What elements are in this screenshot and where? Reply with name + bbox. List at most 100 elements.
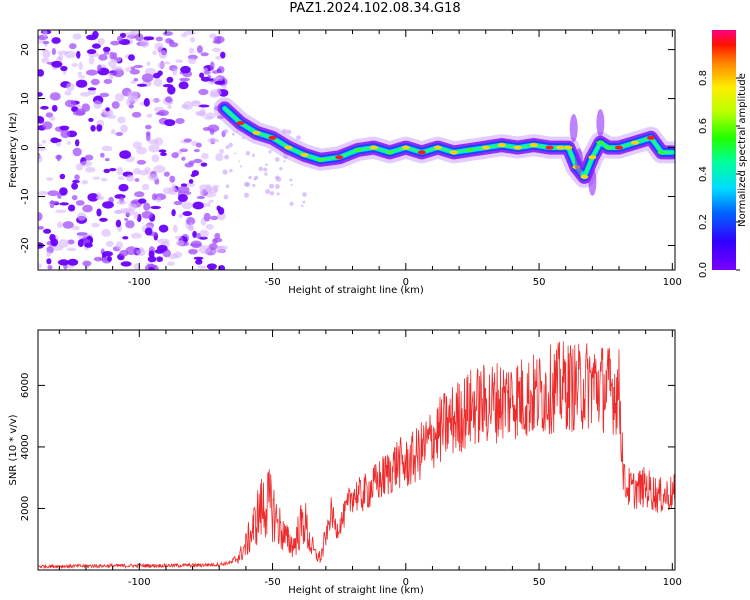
noise-blob bbox=[152, 72, 161, 79]
colorbar-label: Normalized spectral amplitude bbox=[737, 73, 748, 227]
noise-blob bbox=[75, 79, 88, 88]
noise-blob bbox=[97, 38, 105, 45]
noise-blob bbox=[130, 232, 142, 239]
ridge-hotspot bbox=[252, 130, 261, 135]
noise-blob bbox=[49, 200, 60, 205]
ridge-hotspot bbox=[497, 143, 506, 148]
colorbar-tick-label: 0.4 bbox=[698, 166, 709, 182]
noise-blob bbox=[171, 183, 176, 192]
noise-blob bbox=[164, 119, 176, 127]
noise-speck bbox=[283, 160, 286, 163]
noise-blob bbox=[105, 240, 114, 247]
noise-blob bbox=[212, 70, 219, 74]
noise-blob bbox=[158, 149, 167, 153]
noise-blob bbox=[178, 81, 189, 90]
noise-blob bbox=[127, 90, 139, 100]
noise-blob bbox=[86, 69, 98, 76]
noise-speck bbox=[225, 184, 230, 188]
noise-blob bbox=[108, 72, 114, 81]
noise-blob bbox=[216, 205, 222, 211]
noise-speck bbox=[289, 178, 293, 182]
noise-blob bbox=[141, 73, 154, 83]
noise-blob bbox=[133, 77, 139, 82]
colorbar: 0.0 0.2 0.4 0.6 0.8 Normalized spectral ampl… bbox=[698, 30, 748, 278]
noise-blob bbox=[60, 129, 71, 139]
noise-blob bbox=[51, 48, 57, 55]
noise-blob bbox=[62, 221, 74, 229]
ridge-hotspot bbox=[417, 150, 426, 155]
noise-blob bbox=[169, 175, 176, 183]
noise-blob bbox=[126, 98, 131, 106]
noise-blob bbox=[96, 208, 102, 217]
noise-blob bbox=[99, 217, 108, 222]
noise-blob bbox=[111, 101, 120, 109]
noise-blob bbox=[72, 147, 82, 157]
noise-blob bbox=[221, 84, 227, 89]
noise-blob bbox=[92, 30, 99, 39]
noise-blob bbox=[92, 176, 101, 180]
noise-blob bbox=[195, 110, 206, 116]
noise-blob bbox=[153, 165, 166, 173]
noise-blob bbox=[165, 96, 173, 103]
noise-blob bbox=[56, 154, 61, 162]
noise-blob bbox=[172, 224, 178, 233]
noise-speck bbox=[296, 135, 301, 141]
noise-blob bbox=[201, 152, 209, 160]
noise-blob bbox=[104, 158, 110, 162]
noise-blob bbox=[42, 121, 53, 130]
noise-blob bbox=[57, 259, 70, 266]
noise-blob bbox=[162, 84, 173, 88]
noise-blob bbox=[160, 152, 167, 157]
noise-blob bbox=[133, 64, 144, 69]
noise-blob bbox=[101, 177, 108, 182]
noise-blob bbox=[125, 67, 130, 72]
noise-blob bbox=[183, 138, 192, 143]
noise-blob bbox=[126, 174, 135, 182]
noise-blob bbox=[134, 191, 145, 198]
noise-blob bbox=[108, 60, 117, 68]
noise-blob bbox=[40, 105, 49, 110]
noise-blob bbox=[59, 187, 68, 196]
noise-blob bbox=[211, 250, 217, 254]
noise-blob bbox=[93, 100, 102, 109]
noise-blob bbox=[196, 232, 201, 239]
noise-blob bbox=[152, 98, 161, 103]
noise-speck bbox=[274, 175, 280, 181]
noise-blob bbox=[207, 138, 219, 143]
noise-blob bbox=[173, 251, 183, 258]
snr-x-tick-label: 50 bbox=[533, 577, 546, 588]
noise-blob bbox=[190, 240, 202, 249]
noise-blob bbox=[209, 89, 222, 97]
noise-blob bbox=[158, 224, 169, 233]
ridge-hotspot bbox=[433, 145, 442, 150]
noise-blob bbox=[141, 211, 153, 219]
noise-blob bbox=[110, 40, 121, 46]
noise-blob bbox=[190, 173, 196, 177]
spectrogram-x-tick-label: 0 bbox=[403, 277, 409, 288]
noise-blob bbox=[90, 78, 100, 86]
ridge-hotspot bbox=[449, 150, 458, 155]
noise-blob bbox=[67, 239, 75, 245]
spectrogram-x-ticks: -100 -50 0 50 100 bbox=[58, 30, 682, 288]
noise-blob bbox=[101, 145, 113, 152]
noise-blob bbox=[144, 67, 156, 76]
spectrogram-x-tick-label: 100 bbox=[663, 277, 682, 288]
ridge-hotspot bbox=[316, 157, 325, 162]
noise-blob bbox=[109, 51, 115, 60]
noise-blob bbox=[58, 239, 69, 248]
colorbar-tick-label: 0.0 bbox=[698, 262, 709, 278]
noise-blob bbox=[178, 213, 183, 219]
ridge-hotspot bbox=[631, 140, 639, 145]
noise-blob bbox=[125, 220, 135, 229]
noise-blob bbox=[91, 43, 101, 49]
noise-blob bbox=[117, 116, 126, 124]
noise-blob bbox=[64, 99, 77, 108]
noise-speck bbox=[269, 183, 274, 189]
noise-blob bbox=[84, 154, 94, 161]
noise-blob bbox=[152, 50, 157, 55]
snr-frame bbox=[37, 329, 676, 571]
noise-blob bbox=[153, 78, 163, 87]
noise-blob bbox=[217, 66, 225, 74]
snr-panel: -100 -50 0 50 100 2000 4000 6000 Height of str… bbox=[8, 329, 682, 596]
